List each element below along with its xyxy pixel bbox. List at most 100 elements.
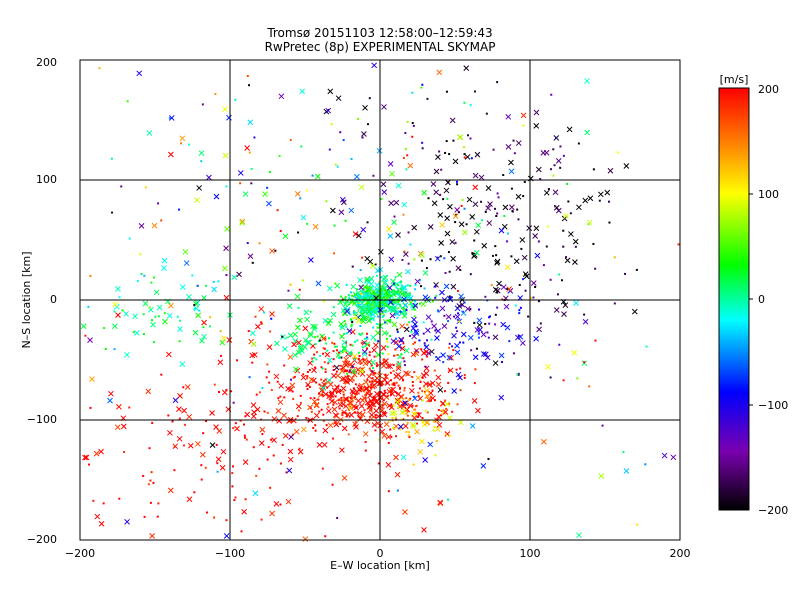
data-point-dot xyxy=(486,331,489,334)
data-point-dot xyxy=(258,391,261,394)
data-point-dot xyxy=(206,511,209,514)
data-point-cross xyxy=(165,351,172,358)
data-point-cross xyxy=(282,233,289,240)
data-point-dot xyxy=(178,417,181,420)
data-point-cross xyxy=(387,363,394,370)
chart-subtitle: RwPretec (8p) EXPERIMENTAL SKYMAP xyxy=(265,40,496,54)
data-point-cross xyxy=(313,412,320,419)
data-point-dot xyxy=(388,404,391,407)
data-point-cross xyxy=(370,334,377,341)
data-point-cross xyxy=(427,390,434,397)
data-point-dot xyxy=(245,438,248,441)
data-point-dot xyxy=(379,391,382,394)
data-point-dot xyxy=(312,418,315,421)
data-point-cross xyxy=(417,448,424,455)
data-point-cross xyxy=(116,403,122,410)
data-point-dot xyxy=(360,317,363,320)
data-point-dot xyxy=(84,334,87,337)
data-point-cross xyxy=(563,213,569,219)
data-point-dot xyxy=(357,384,360,387)
data-point-cross xyxy=(410,351,417,358)
data-point-dot xyxy=(412,463,415,466)
data-point-dot xyxy=(265,376,268,379)
data-point-dot xyxy=(334,345,337,348)
data-point-dot xyxy=(559,145,562,148)
data-point-cross xyxy=(515,193,522,200)
data-point-dot xyxy=(429,396,432,399)
data-point-dot xyxy=(522,195,525,198)
data-point-cross xyxy=(414,428,420,435)
data-point-dot xyxy=(362,358,365,361)
data-point-dot xyxy=(379,276,382,279)
data-point-dot xyxy=(417,412,420,415)
data-point-dot xyxy=(406,422,409,425)
data-point-dot xyxy=(409,397,412,400)
data-point-cross xyxy=(461,229,468,236)
data-point-dot xyxy=(421,83,424,86)
data-point-dot xyxy=(393,284,396,287)
data-point-cross xyxy=(199,337,205,344)
data-point-cross xyxy=(411,224,418,231)
data-point-dot xyxy=(496,291,499,294)
data-point-cross xyxy=(434,255,441,262)
data-point-cross xyxy=(414,278,421,285)
data-point-dot xyxy=(359,417,362,420)
data-point-dot xyxy=(289,420,292,423)
data-point-cross xyxy=(291,417,297,424)
y-axis-label: N–S location [km] xyxy=(20,251,33,348)
data-point-cross xyxy=(440,352,446,358)
data-point-dot xyxy=(374,416,377,419)
data-point-cross xyxy=(287,354,294,360)
data-point-dot xyxy=(216,462,219,465)
data-point-cross xyxy=(492,286,499,293)
data-point-cross xyxy=(530,280,537,286)
data-point-dot xyxy=(351,265,354,268)
data-point-dot xyxy=(102,502,105,505)
data-point-cross xyxy=(353,423,359,430)
data-point-dot xyxy=(324,378,327,381)
data-point-cross xyxy=(381,432,388,439)
data-point-cross xyxy=(315,280,322,287)
chart-title: Tromsø 20151103 12:58:00–12:59:43 xyxy=(266,26,492,40)
data-point-dot xyxy=(402,357,405,360)
data-point-dot xyxy=(389,335,392,338)
data-point-dot xyxy=(231,485,234,488)
data-point-cross xyxy=(278,383,285,389)
data-point-dot xyxy=(299,401,302,404)
data-point-cross xyxy=(335,95,342,102)
data-point-dot xyxy=(447,181,450,184)
data-point-dot xyxy=(405,412,408,415)
data-point-cross xyxy=(196,185,203,191)
data-point-cross xyxy=(337,401,344,408)
data-point-dot xyxy=(399,305,402,308)
colorbar-tick-neg100: −100 xyxy=(758,399,788,412)
data-point-cross xyxy=(231,274,238,281)
data-point-cross xyxy=(473,249,480,256)
data-point-dot xyxy=(411,381,414,384)
data-point-dot xyxy=(152,276,155,279)
data-point-dot xyxy=(365,304,368,307)
data-point-dot xyxy=(386,305,389,308)
data-point-cross xyxy=(533,225,540,232)
data-point-dot xyxy=(397,406,400,409)
data-point-cross xyxy=(292,331,298,338)
data-point-cross xyxy=(426,382,433,388)
data-point-dot xyxy=(523,180,526,183)
data-point-dot xyxy=(349,291,352,294)
data-point-dot xyxy=(160,373,163,376)
data-point-dot xyxy=(392,364,395,367)
data-point-cross xyxy=(288,434,294,440)
data-point-dot xyxy=(350,352,353,355)
data-point-dot xyxy=(372,366,375,369)
data-point-cross xyxy=(285,385,292,392)
data-point-dot xyxy=(373,355,376,358)
data-point-dot xyxy=(364,345,367,348)
data-point-dot xyxy=(193,303,196,306)
data-point-dot xyxy=(352,311,355,314)
data-point-dot xyxy=(219,330,222,333)
data-point-cross xyxy=(373,399,380,406)
data-point-dot xyxy=(451,410,454,413)
data-point-cross xyxy=(412,395,418,402)
data-point-dot xyxy=(546,225,549,228)
data-point-dot xyxy=(459,389,462,392)
